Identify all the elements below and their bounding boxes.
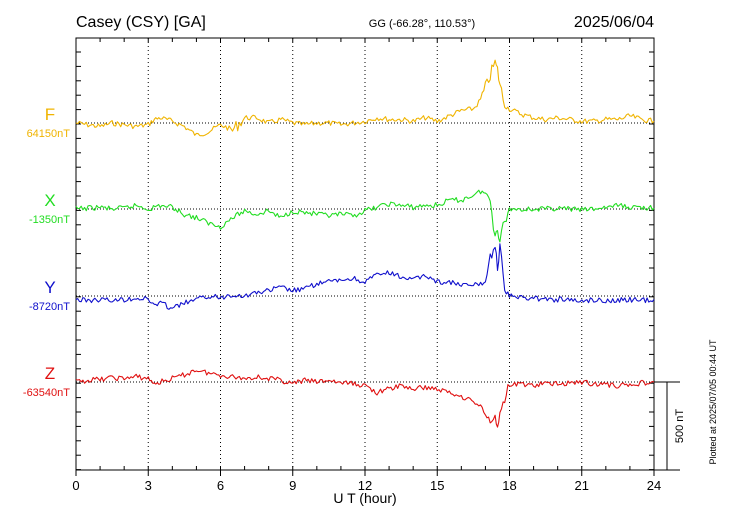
series-name-x: X <box>44 191 55 210</box>
x-axis-ticks: 0 3 6 9 12 15 18 21 24 <box>72 470 661 493</box>
series-baseline-label-z: -63540nT <box>23 387 70 399</box>
series-baseline-label-x: -1350nT <box>29 214 70 226</box>
series-name-z: Z <box>45 364 55 383</box>
geographic-coordinates: GG (-66.28°, 110.53°) <box>369 18 475 30</box>
scale-bar-label: 500 nT <box>674 409 686 444</box>
series-name-f: F <box>45 105 55 124</box>
series-group <box>75 59 655 428</box>
x-tick-label: 6 <box>217 478 224 493</box>
date-label: 2025/06/04 <box>574 14 654 31</box>
series-labels: F 64150nT X -1350nT Y -8720nT Z -63540nT <box>23 105 70 399</box>
x-tick-label: 0 <box>72 478 79 493</box>
baselines <box>76 122 654 383</box>
series-line-z <box>75 369 655 428</box>
series-baseline-label-f: 64150nT <box>27 128 71 140</box>
plotted-timestamp: Plotted at 2025/07/05 00:44 UT <box>708 339 718 465</box>
station-title: Casey (CSY) [GA] <box>76 14 206 31</box>
vertical-grid <box>147 38 583 470</box>
series-baseline-label-y: -8720nT <box>29 301 70 313</box>
series-line-x <box>75 189 655 243</box>
series-line-y <box>75 243 655 310</box>
x-axis-label: U T (hour) <box>333 490 396 506</box>
x-tick-label: 9 <box>289 478 296 493</box>
x-tick-label: 12 <box>358 478 372 493</box>
scale-bar: 500 nT <box>654 381 686 471</box>
minor-ticks <box>76 38 654 471</box>
series-name-y: Y <box>44 278 55 297</box>
x-tick-label: 24 <box>647 478 661 493</box>
x-tick-label: 18 <box>502 478 516 493</box>
x-tick-label: 15 <box>430 478 444 493</box>
x-tick-label: 21 <box>575 478 589 493</box>
x-tick-label: 3 <box>145 478 152 493</box>
series-line-f <box>75 59 655 137</box>
